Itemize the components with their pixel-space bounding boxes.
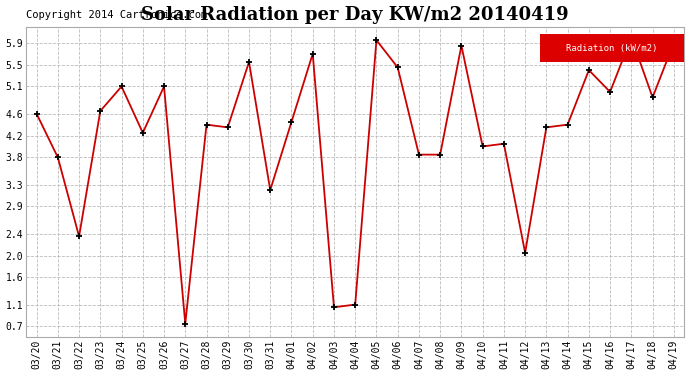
Text: Copyright 2014 Cartronics.com: Copyright 2014 Cartronics.com [26,10,207,20]
Title: Solar Radiation per Day KW/m2 20140419: Solar Radiation per Day KW/m2 20140419 [141,6,569,24]
